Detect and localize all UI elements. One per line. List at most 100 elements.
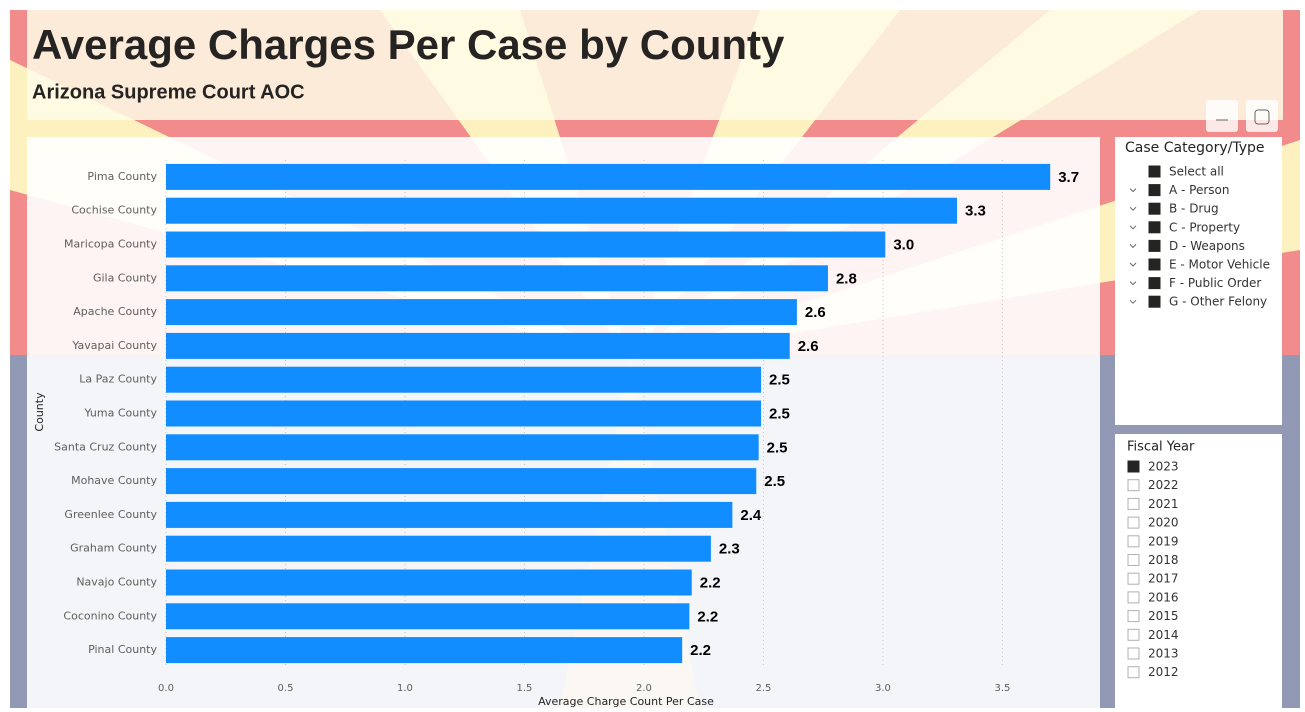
value-label: 2.5 — [769, 372, 790, 389]
category-label: Pinal County — [88, 643, 157, 656]
bar[interactable] — [166, 333, 790, 359]
checkbox[interactable] — [1128, 573, 1139, 584]
value-label: 3.0 — [893, 236, 914, 253]
bar[interactable] — [166, 299, 797, 325]
y-axis-label: County — [33, 392, 46, 432]
bar[interactable] — [166, 232, 885, 258]
slicer-title: Fiscal Year — [1127, 440, 1195, 455]
slicer-item[interactable]: C - Property — [1169, 220, 1240, 234]
bar[interactable] — [166, 637, 682, 663]
value-label: 2.6 — [798, 338, 819, 355]
bar[interactable] — [166, 164, 1050, 190]
checkbox[interactable] — [1128, 480, 1139, 491]
bar[interactable] — [166, 401, 761, 427]
slicer-panel — [1115, 434, 1282, 708]
slicer-title: Case Category/Type — [1125, 140, 1265, 156]
bar[interactable] — [166, 434, 759, 460]
bar[interactable] — [166, 536, 711, 562]
checkbox[interactable] — [1128, 536, 1139, 547]
value-label: 3.7 — [1058, 169, 1079, 186]
slicer-item[interactable]: 2020 — [1148, 516, 1179, 530]
category-label: Coconino County — [63, 609, 157, 622]
checkbox[interactable] — [1149, 296, 1160, 307]
slicer-item[interactable]: 2014 — [1148, 628, 1179, 642]
category-label: Pima County — [87, 170, 157, 183]
value-label: 2.2 — [700, 574, 721, 591]
checkbox[interactable] — [1128, 461, 1139, 472]
slicer-item[interactable]: 2013 — [1148, 647, 1179, 661]
bar[interactable] — [166, 468, 756, 494]
bar[interactable] — [166, 603, 689, 629]
slicer-item[interactable]: G - Other Felony — [1169, 295, 1267, 309]
x-tick-label: 0.5 — [278, 683, 294, 694]
checkbox[interactable] — [1149, 278, 1160, 289]
x-axis-label: Average Charge Count Per Case — [538, 695, 714, 708]
bar[interactable] — [166, 265, 828, 291]
checkbox[interactable] — [1149, 259, 1160, 270]
category-label: Cochise County — [71, 204, 157, 217]
slicer-item[interactable]: 2017 — [1148, 572, 1179, 586]
checkbox[interactable] — [1149, 222, 1160, 233]
category-label: Gila County — [93, 271, 158, 284]
checkbox[interactable] — [1128, 629, 1139, 640]
slicer-item[interactable]: 2016 — [1148, 590, 1179, 604]
checkbox[interactable] — [1128, 648, 1139, 659]
category-label: Santa Cruz County — [54, 440, 157, 453]
slicer-item[interactable]: 2021 — [1148, 497, 1179, 511]
slicer-item[interactable]: 2015 — [1148, 609, 1179, 623]
value-label: 2.2 — [690, 642, 711, 659]
value-label: 2.3 — [719, 541, 740, 558]
x-tick-label: 2.5 — [755, 683, 771, 694]
category-label: Yuma County — [83, 407, 157, 420]
filter-icon[interactable] — [1206, 100, 1238, 132]
bar[interactable] — [166, 198, 957, 224]
category-label: Graham County — [70, 542, 157, 555]
x-tick-label: 1.0 — [397, 683, 413, 694]
category-label: Maricopa County — [64, 238, 157, 251]
slicer-item[interactable]: 2022 — [1148, 478, 1179, 492]
category-label: Greenlee County — [64, 508, 157, 521]
checkbox[interactable] — [1128, 517, 1139, 528]
x-tick-label: 0.0 — [158, 683, 174, 694]
value-label: 2.5 — [769, 405, 790, 422]
slicer-item[interactable]: D - Weapons — [1169, 239, 1245, 253]
category-label: Yavapai County — [71, 339, 157, 352]
slicer-item[interactable]: E - Motor Vehicle — [1169, 258, 1270, 272]
value-label: 2.5 — [764, 473, 785, 490]
value-label: 3.3 — [965, 203, 986, 220]
category-label: Mohave County — [71, 474, 157, 487]
checkbox[interactable] — [1149, 240, 1160, 251]
category-label: La Paz County — [79, 373, 157, 386]
dashboard: Average Charges Per Case by County Arizo… — [0, 0, 1305, 708]
bar[interactable] — [166, 570, 692, 596]
slicer-item[interactable]: 2018 — [1148, 553, 1179, 567]
checkbox[interactable] — [1128, 611, 1139, 622]
slicer-item[interactable]: 2012 — [1148, 665, 1179, 679]
slicer-item[interactable]: Select all — [1169, 165, 1224, 179]
bar[interactable] — [166, 367, 761, 393]
title: Average Charges Per Case by County — [32, 21, 785, 68]
checkbox[interactable] — [1128, 592, 1139, 603]
value-label: 2.5 — [767, 439, 788, 456]
checkbox[interactable] — [1149, 185, 1160, 196]
checkbox[interactable] — [1149, 203, 1160, 214]
page: {"header":{"title":"Average Charges Per … — [0, 0, 1305, 708]
slicer-item[interactable]: A - Person — [1169, 183, 1230, 197]
focus-icon[interactable] — [1246, 100, 1278, 132]
x-tick-label: 3.0 — [875, 683, 891, 694]
slicer-item[interactable]: 2023 — [1148, 460, 1179, 474]
checkbox[interactable] — [1128, 555, 1139, 566]
subtitle: Arizona Supreme Court AOC — [32, 81, 305, 103]
checkbox[interactable] — [1128, 498, 1139, 509]
x-tick-label: 1.5 — [517, 683, 533, 694]
slicer-item[interactable]: B - Drug — [1169, 202, 1219, 216]
checkbox[interactable] — [1128, 667, 1139, 678]
checkbox[interactable] — [1149, 166, 1160, 177]
slicer-item[interactable]: F - Public Order — [1169, 276, 1261, 290]
bar[interactable] — [166, 502, 732, 528]
value-label: 2.2 — [697, 608, 718, 625]
category-label: Navajo County — [76, 576, 157, 589]
x-tick-label: 3.5 — [994, 683, 1010, 694]
value-label: 2.4 — [740, 507, 762, 524]
slicer-item[interactable]: 2019 — [1148, 534, 1179, 548]
